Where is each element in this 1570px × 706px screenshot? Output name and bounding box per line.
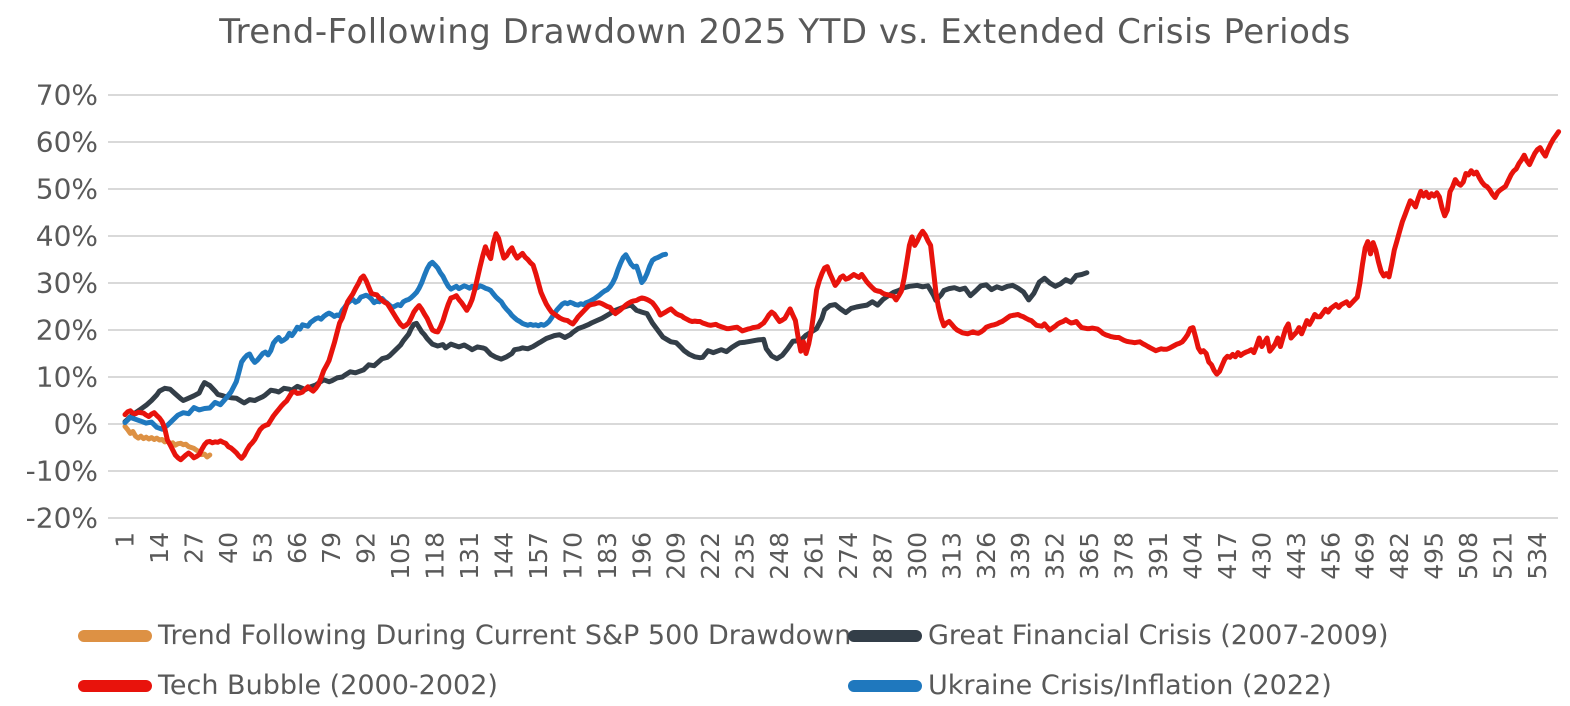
x-tick-label: 352 xyxy=(1041,532,1070,580)
x-tick-label: 495 xyxy=(1420,532,1449,580)
x-tick-label: 40 xyxy=(214,532,243,564)
x-tick-label: 287 xyxy=(868,532,897,580)
y-tick-label: 10% xyxy=(36,361,98,394)
x-tick-label: 326 xyxy=(972,532,1001,580)
x-tick-label: 66 xyxy=(283,532,312,564)
y-tick-label: 20% xyxy=(36,314,98,347)
x-tick-label: 417 xyxy=(1213,532,1242,580)
y-tick-label: -10% xyxy=(26,455,98,488)
y-tick-label: 0% xyxy=(54,408,98,441)
x-tick-label: 430 xyxy=(1247,532,1276,580)
legend-item-ukraine: Ukraine Crisis/Inflation (2022) xyxy=(848,671,1332,701)
x-tick-label: 339 xyxy=(1006,532,1035,580)
y-tick-label: 70% xyxy=(36,79,98,112)
x-tick-label: 482 xyxy=(1385,532,1414,580)
x-tick-label: 469 xyxy=(1351,532,1380,580)
legend-label-ukraine: Ukraine Crisis/Inflation (2022) xyxy=(928,670,1332,701)
legend-item-trend-following: Trend Following During Current S&P 500 D… xyxy=(78,621,851,651)
legend-swatch-tech-bubble xyxy=(78,680,152,692)
x-tick-label: 274 xyxy=(834,532,863,580)
legend-label-tech-bubble: Tech Bubble (2000-2002) xyxy=(158,670,498,701)
x-tick-label: 1 xyxy=(111,532,140,548)
x-tick-label: 261 xyxy=(800,532,829,580)
y-tick-label: 60% xyxy=(36,126,98,159)
legend-swatch-trend-following xyxy=(78,630,152,642)
y-tick-label: 30% xyxy=(36,267,98,300)
x-tick-label: 53 xyxy=(248,532,277,564)
x-tick-label: 79 xyxy=(317,532,346,564)
x-tick-label: 391 xyxy=(1144,532,1173,580)
x-tick-label: 14 xyxy=(145,532,174,564)
x-tick-label: 144 xyxy=(489,532,518,580)
x-tick-label: 443 xyxy=(1282,532,1311,580)
legend-label-gfc: Great Financial Crisis (2007-2009) xyxy=(928,620,1389,651)
legend-swatch-gfc xyxy=(848,630,922,642)
series-line-2 xyxy=(122,129,1562,463)
x-tick-label: 313 xyxy=(937,532,966,580)
chart-title: Trend-Following Drawdown 2025 YTD vs. Ex… xyxy=(219,12,1351,52)
x-tick-label: 105 xyxy=(386,532,415,580)
legend-item-gfc: Great Financial Crisis (2007-2009) xyxy=(848,621,1388,651)
x-tick-label: 300 xyxy=(903,532,932,580)
x-tick-label: 157 xyxy=(524,532,553,580)
x-tick-label: 118 xyxy=(421,532,450,580)
series-line-1 xyxy=(122,270,1090,425)
chart-canvas: 70%60%50%40%30%20%10%0%-10%-20%1 14 27 40 53… xyxy=(26,79,1562,580)
x-tick-label: 92 xyxy=(352,532,381,564)
x-tick-label: 508 xyxy=(1454,532,1483,580)
x-tick-label: 456 xyxy=(1316,532,1345,580)
x-tick-label: 248 xyxy=(765,532,794,580)
y-tick-label: 40% xyxy=(36,220,98,253)
x-tick-label: 196 xyxy=(627,532,656,580)
y-tick-label: -20% xyxy=(26,502,98,535)
x-tick-label: 235 xyxy=(731,532,760,580)
x-tick-label: 534 xyxy=(1523,532,1552,580)
x-tick-label: 404 xyxy=(1178,532,1207,580)
x-tick-label: 209 xyxy=(662,532,691,580)
legend-label-trend-following: Trend Following During Current S&P 500 D… xyxy=(158,620,852,651)
x-tick-label: 521 xyxy=(1489,532,1518,580)
x-tick-label: 222 xyxy=(696,532,725,580)
x-tick-label: 183 xyxy=(593,532,622,580)
x-tick-label: 365 xyxy=(1075,532,1104,580)
x-tick-label: 378 xyxy=(1110,532,1139,580)
x-tick-label: 131 xyxy=(455,532,484,580)
x-tick-label: 170 xyxy=(558,532,587,580)
series-line-3 xyxy=(122,251,669,432)
y-tick-label: 50% xyxy=(36,173,98,206)
legend-item-tech-bubble: Tech Bubble (2000-2002) xyxy=(78,671,498,701)
x-tick-label: 27 xyxy=(179,532,208,564)
legend-swatch-ukraine xyxy=(848,680,922,692)
